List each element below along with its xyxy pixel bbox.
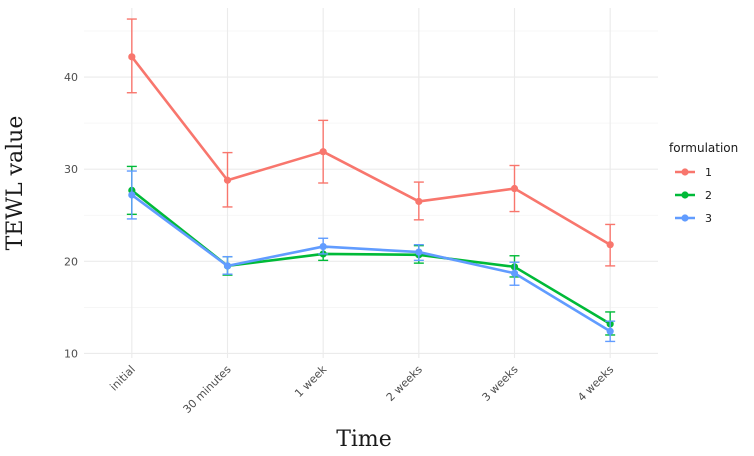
legend-items: 1 2 3: [675, 166, 712, 225]
legend-key-point: [681, 168, 689, 176]
data-point: [128, 53, 136, 61]
series-line: [131, 193, 611, 333]
legend-label: 1: [705, 166, 712, 179]
x-tick-labels: initial 30 minutes 1 week 2 weeks 3 weeks 4 w…: [107, 362, 616, 415]
legend: formulation 1 2 3: [669, 141, 738, 225]
series-2: [126, 165, 616, 336]
series-line: [130, 56, 611, 246]
y-tick-label: 30: [64, 163, 78, 176]
data-point: [415, 248, 423, 256]
legend-key-point: [681, 191, 689, 199]
data-point: [606, 327, 614, 335]
y-tick-label: 10: [64, 347, 78, 360]
x-tick-label: 4 weeks: [575, 363, 616, 404]
x-tick-label: 3 weeks: [480, 363, 521, 404]
data-point: [510, 184, 519, 193]
series-layer: [126, 18, 616, 343]
grid-major: [84, 8, 658, 358]
data-point: [223, 176, 232, 184]
legend-item-1: 1: [675, 166, 712, 179]
legend-key-point: [681, 214, 689, 222]
x-tick-label: 1 week: [292, 362, 329, 399]
data-point: [415, 197, 423, 206]
legend-title: formulation: [669, 141, 738, 155]
data-point: [606, 241, 614, 249]
series-1: [126, 18, 616, 267]
x-tick-label: initial: [107, 363, 138, 394]
data-point: [319, 148, 327, 156]
series-line: [131, 189, 611, 326]
data-point: [319, 242, 327, 251]
x-tick-label: 2 weeks: [384, 363, 425, 404]
data-point: [128, 191, 136, 199]
legend-item-2: 2: [675, 189, 712, 202]
series-3: [126, 170, 616, 343]
y-tick-label: 20: [64, 255, 78, 268]
x-axis-title: Time: [336, 427, 392, 452]
legend-label: 2: [705, 189, 712, 202]
y-axis-title: TEWL value: [3, 116, 28, 251]
legend-label: 3: [705, 212, 712, 225]
y-tick-labels: 10 20 30 40: [64, 71, 78, 360]
x-tick-label: 30 minutes: [181, 363, 234, 416]
data-point: [223, 262, 232, 270]
data-point: [510, 269, 519, 277]
legend-item-3: 3: [675, 212, 712, 225]
y-tick-label: 40: [64, 71, 78, 84]
